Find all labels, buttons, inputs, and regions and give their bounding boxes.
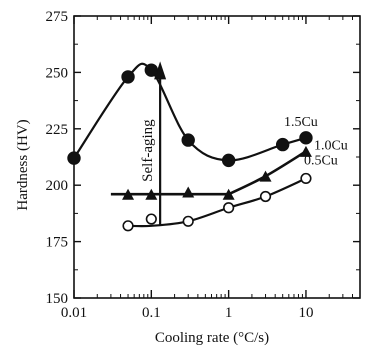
y-tick-label: 250 (46, 65, 69, 81)
point-1.0Cu (222, 188, 235, 200)
point-0.5Cu (182, 215, 194, 227)
x-tick-label: 0.01 (61, 305, 87, 321)
self-aging-arrow-head (154, 61, 167, 80)
point-1.0Cu (182, 186, 195, 198)
x-axis-title: Cooling rate (°C/s) (155, 330, 269, 346)
point-0.5Cu (259, 190, 272, 203)
point-1.5Cu (67, 151, 81, 165)
x-tick-label: 0.1 (142, 305, 161, 321)
labels: 150 175 200 225 250 275 0.01 0.1 1 10 Cooling rate… (15, 9, 348, 346)
point-1.0Cu (122, 188, 135, 200)
y-tick-label: 200 (46, 178, 69, 194)
y-tick-label: 175 (46, 235, 69, 251)
y-axis-title: Hardness (HV) (15, 119, 31, 210)
y-tick-label: 150 (46, 291, 69, 307)
y-tick-label: 225 (46, 122, 69, 138)
point-0.5Cu (300, 172, 312, 185)
point-1.5Cu (275, 137, 290, 152)
point-0.5Cu (145, 213, 157, 225)
series-label-1.5Cu: 1.5Cu (284, 115, 318, 130)
self-aging-label: Self-aging (140, 119, 156, 182)
point-1.5Cu (299, 131, 313, 145)
point-1.0Cu (259, 170, 272, 182)
point-1.5Cu (121, 70, 135, 84)
point-1.0Cu (145, 188, 158, 200)
series-label-0.5Cu: 0.5Cu (304, 153, 338, 168)
y-tick-label: 275 (46, 9, 69, 25)
point-1.0Cu (299, 145, 312, 157)
point-1.5Cu (181, 133, 195, 147)
x-tick-label: 10 (298, 305, 313, 321)
series-label-1.0Cu: 1.0Cu (314, 138, 348, 153)
self-aging-annotation: Self-aging (140, 61, 167, 226)
series-points (67, 63, 313, 232)
point-1.5Cu (144, 63, 159, 77)
point-0.5Cu (122, 220, 134, 232)
x-tick-label: 1 (225, 305, 233, 321)
point-0.5Cu (223, 202, 235, 214)
point-1.5Cu (221, 153, 236, 168)
